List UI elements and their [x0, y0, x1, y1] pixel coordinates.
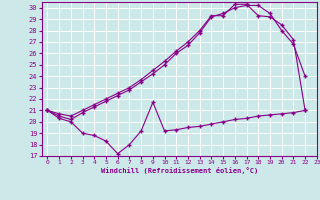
X-axis label: Windchill (Refroidissement éolien,°C): Windchill (Refroidissement éolien,°C): [100, 167, 258, 174]
